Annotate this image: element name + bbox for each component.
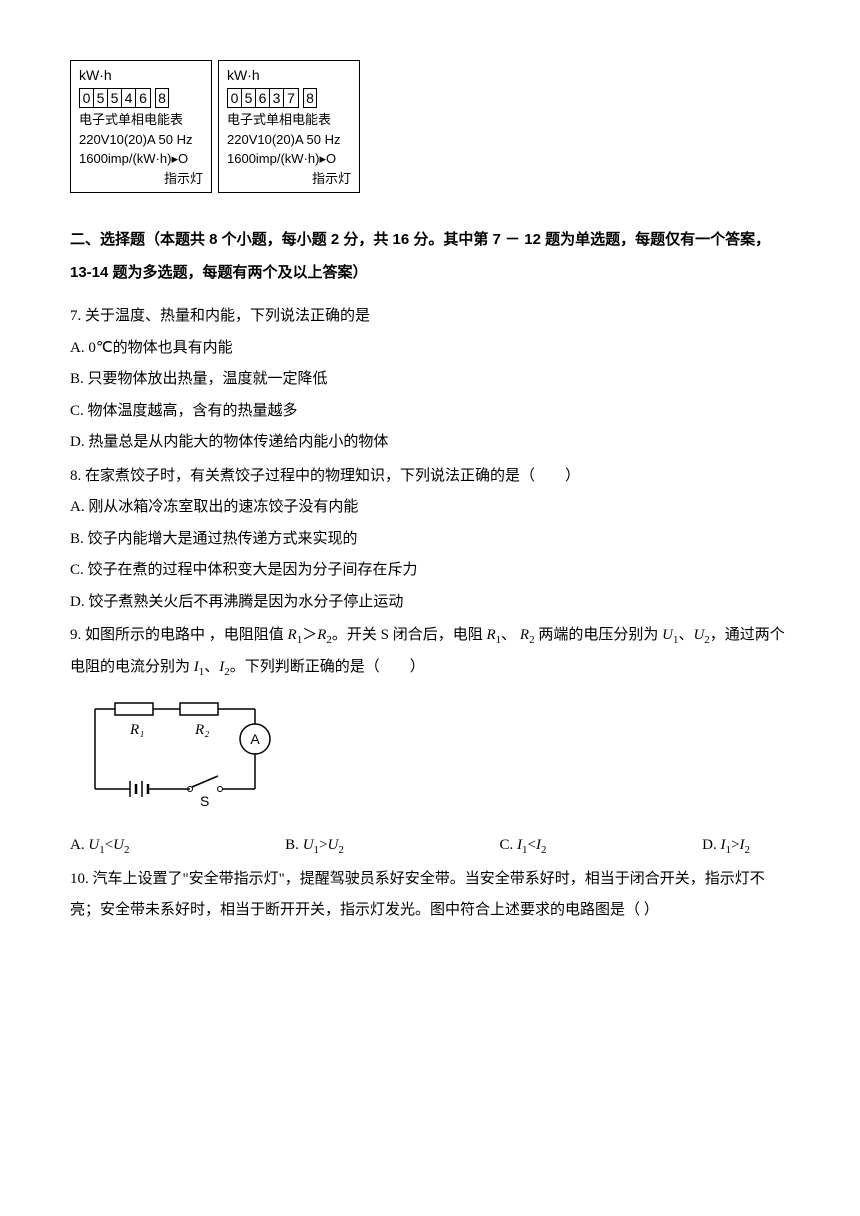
svg-text:A: A [250,731,260,747]
question-7: 7. 关于温度、热量和内能，下列说法正确的是 A. 0℃的物体也具有内能 B. … [70,301,790,459]
q8-option-c: C. 饺子在煮的过程中体积变大是因为分子间存在斥力 [70,555,790,587]
meter-reading: 0 5 5 4 6 8 [79,88,203,108]
q9-option-a: A. U1<U2 [70,830,130,862]
q10-stem: 10. 汽车上设置了"安全带指示灯"，提醒驾驶员系好安全带。当安全带系好时，相当… [70,864,790,927]
q7-option-c: C. 物体温度越高，含有的热量越多 [70,396,790,428]
svg-text:R₂: R₂ [194,722,209,738]
question-10: 10. 汽车上设置了"安全带指示灯"，提醒驾驶员系好安全带。当安全带系好时，相当… [70,864,790,927]
question-8: 8. 在家煮饺子时，有关煮饺子过程中的物理知识，下列说法正确的是（ ） A. 刚… [70,461,790,619]
digit-group: 0 5 6 3 7 [227,88,299,108]
q9-options: A. U1<U2 B. U1>U2 C. I1<I2 D. I1>I2 [70,830,790,862]
q7-option-a: A. 0℃的物体也具有内能 [70,333,790,365]
meter-indicator: 指示灯 [227,169,351,189]
meter-spec: 220V10(20)A 50 Hz [227,130,351,150]
q7-option-d: D. 热量总是从内能大的物体传递给内能小的物体 [70,427,790,459]
circuit-diagram: A R₁ R₂ S [80,694,790,822]
q9-option-c: C. I1<I2 [500,830,547,862]
q8-option-d: D. 饺子煮熟关火后不再沸腾是因为水分子停止运动 [70,587,790,619]
q7-option-b: B. 只要物体放出热量，温度就一定降低 [70,364,790,396]
meter-spec: 220V10(20)A 50 Hz [79,130,203,150]
q9-stem: 9. 如图所示的电路中 ，电阻阻值 R1＞R2。开关 S 闭合后，电阻 R1、 … [70,620,790,684]
digit-group: 0 5 5 4 6 [79,88,151,108]
meter-imp: 1600imp/(kW·h)▸O [227,149,351,169]
q7-stem: 7. 关于温度、热量和内能，下列说法正确的是 [70,301,790,333]
q9-option-b: B. U1>U2 [285,830,344,862]
q8-stem: 8. 在家煮饺子时，有关煮饺子过程中的物理知识，下列说法正确的是（ ） [70,461,790,493]
meter-imp: 1600imp/(kW·h)▸O [79,149,203,169]
meter-reading: 0 5 6 3 7 8 [227,88,351,108]
meter-indicator: 指示灯 [79,169,203,189]
decimal-digit: 8 [303,88,317,108]
svg-text:S: S [200,793,209,809]
circuit-svg: A R₁ R₂ S [80,694,280,809]
decimal-digit: 8 [155,88,169,108]
meter-type: 电子式单相电能表 [79,110,203,130]
energy-meters: kW·h 0 5 5 4 6 8 电子式单相电能表 220V10(20)A 50… [70,60,790,193]
question-9: 9. 如图所示的电路中 ，电阻阻值 R1＞R2。开关 S 闭合后，电阻 R1、 … [70,620,790,862]
meter-left: kW·h 0 5 5 4 6 8 电子式单相电能表 220V10(20)A 50… [70,60,212,193]
q8-option-a: A. 刚从冰箱冷冻室取出的速冻饺子没有内能 [70,492,790,524]
q9-option-d: D. I1>I2 [702,830,750,862]
meter-unit: kW·h [227,65,351,86]
meter-unit: kW·h [79,65,203,86]
section-header: 二、选择题（本题共 8 个小题，每小题 2 分，共 16 分。其中第 7 － 1… [70,223,790,289]
svg-text:R₁: R₁ [129,722,144,738]
meter-right: kW·h 0 5 6 3 7 8 电子式单相电能表 220V10(20)A 50… [218,60,360,193]
q8-option-b: B. 饺子内能增大是通过热传递方式来实现的 [70,524,790,556]
meter-type: 电子式单相电能表 [227,110,351,130]
